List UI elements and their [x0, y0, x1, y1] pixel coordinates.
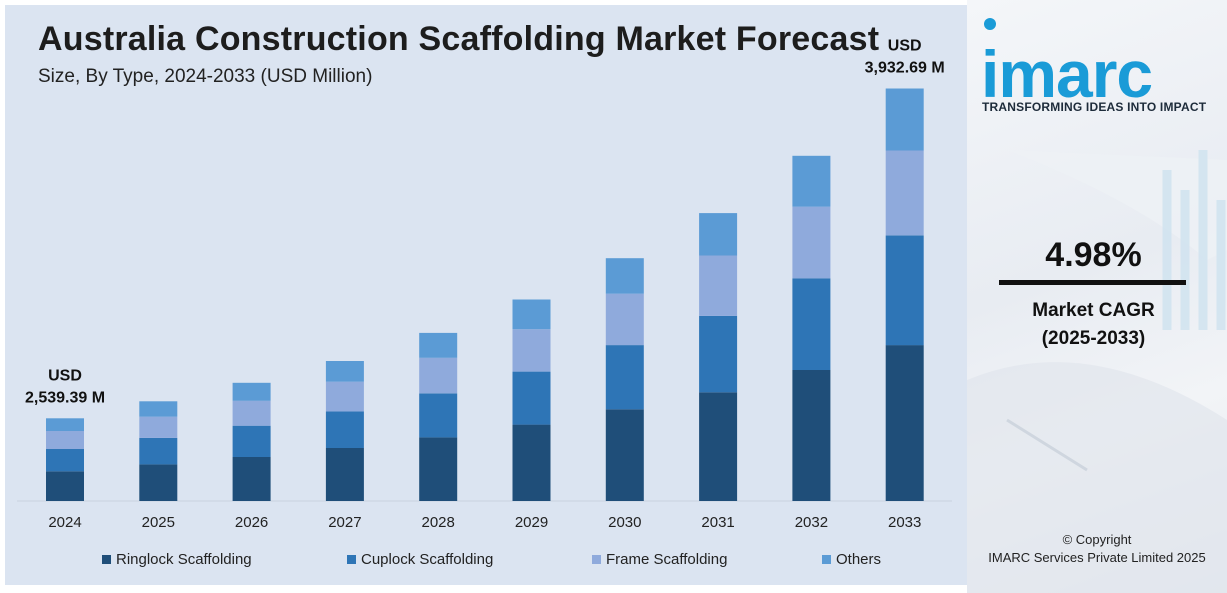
- legend-swatch: [822, 555, 831, 564]
- bar-segment-2033-others: [885, 88, 924, 151]
- stacked-bar-chart: 2024 2025 2026 2027 2028 2029 2030 2031 2032 2033…: [17, 38, 952, 531]
- legend-swatch: [347, 555, 356, 564]
- bar-segment-2028-others: [419, 332, 458, 358]
- bar-segment-2024-frame-scaffolding: [46, 431, 84, 449]
- legend-label: Ringlock Scaffolding: [116, 551, 252, 568]
- logo-dot: [984, 18, 996, 30]
- bar-segment-2024-ringlock-scaffolding: [46, 471, 84, 501]
- bar-segment-2029-frame-scaffolding: [512, 329, 551, 372]
- legend-label: Frame Scaffolding: [606, 551, 728, 568]
- bar-segment-2033-cuplock-scaffolding: [885, 235, 924, 346]
- bar-segment-2026-frame-scaffolding: [232, 400, 271, 426]
- bar-segment-2025-others: [139, 401, 178, 417]
- bar-segment-2026-ringlock-scaffolding: [232, 457, 271, 501]
- legend-swatch: [592, 555, 601, 564]
- bar-segment-2027-cuplock-scaffolding: [325, 411, 364, 448]
- annotations-group: USD 2,539.39 M USD 3,932.69 M: [25, 38, 945, 407]
- x-tick-label-2029: 2029: [515, 514, 548, 531]
- bar-segment-2032-cuplock-scaffolding: [792, 278, 831, 370]
- x-tick-label-2027: 2027: [328, 514, 361, 531]
- bar-segment-2024-others: [46, 418, 84, 431]
- bar-segment-2026-others: [232, 382, 271, 401]
- value-annotation-2024-line1: USD: [48, 367, 82, 384]
- bar-segment-2027-frame-scaffolding: [325, 381, 364, 412]
- legend-label: Cuplock Scaffolding: [361, 551, 494, 568]
- bar-segment-2029-others: [512, 299, 551, 330]
- bars-group: [46, 88, 924, 501]
- bar-segment-2029-ringlock-scaffolding: [512, 424, 551, 501]
- side-panel: [967, 0, 1227, 593]
- x-tick-label-2031: 2031: [701, 514, 734, 531]
- bar-segment-2029-cuplock-scaffolding: [512, 371, 551, 425]
- bar-segment-2025-frame-scaffolding: [139, 416, 178, 438]
- logo-tagline: TRANSFORMING IDEAS INTO IMPACT: [982, 100, 1207, 114]
- value-annotation-2033-line1: USD: [888, 38, 922, 55]
- bar-segment-2033-ringlock-scaffolding: [885, 345, 924, 501]
- copyright: © Copyright IMARC Services Private Limit…: [967, 531, 1227, 567]
- value-annotation-2024-line2: 2,539.39 M: [25, 389, 105, 406]
- x-tick-label-2033: 2033: [888, 514, 921, 531]
- bar-segment-2033-frame-scaffolding: [885, 150, 924, 236]
- bar-segment-2030-others: [605, 258, 644, 294]
- legend-item-cuplock-scaffolding: Cuplock Scaffolding: [347, 551, 493, 568]
- bar-segment-2031-frame-scaffolding: [699, 255, 738, 316]
- x-tick-label-2028: 2028: [422, 514, 455, 531]
- bar-segment-2032-others: [792, 155, 831, 207]
- bar-segment-2025-ringlock-scaffolding: [139, 464, 178, 501]
- chart-subtitle: Size, By Type, 2024-2033 (USD Million): [38, 66, 373, 87]
- bar-segment-2028-ringlock-scaffolding: [419, 437, 458, 501]
- x-tick-label-2032: 2032: [795, 514, 828, 531]
- x-tick-labels: 2024 2025 2026 2027 2028 2029 2030 2031 2032 2033: [48, 514, 921, 531]
- x-tick-label-2024: 2024: [48, 514, 81, 531]
- bar-segment-2028-frame-scaffolding: [419, 357, 458, 394]
- x-tick-label-2025: 2025: [142, 514, 175, 531]
- bar-segment-2024-cuplock-scaffolding: [46, 449, 84, 472]
- bar-segment-2027-ringlock-scaffolding: [325, 448, 364, 501]
- bar-segment-2028-cuplock-scaffolding: [419, 393, 458, 438]
- imarc-logo: imarc: [981, 37, 1153, 111]
- legend-item-frame-scaffolding: Frame Scaffolding: [592, 551, 727, 568]
- bar-segment-2031-cuplock-scaffolding: [699, 315, 738, 393]
- legend-item-others: Others: [822, 551, 881, 568]
- copyright-line-2: IMARC Services Private Limited 2025: [988, 550, 1206, 565]
- legend-item-ringlock-scaffolding: Ringlock Scaffolding: [102, 551, 252, 568]
- bar-segment-2030-ringlock-scaffolding: [605, 409, 644, 501]
- bar-segment-2027-others: [325, 361, 364, 382]
- bar-segment-2032-frame-scaffolding: [792, 206, 831, 279]
- cagr-period: (2025-2033): [1041, 328, 1146, 349]
- cagr-divider: [999, 280, 1186, 285]
- bar-segment-2030-frame-scaffolding: [605, 293, 644, 346]
- background-graphic: [967, 150, 1227, 593]
- bar-segment-2030-cuplock-scaffolding: [605, 345, 644, 410]
- value-annotation-2033-line2: 3,932.69 M: [865, 60, 945, 77]
- bar-segment-2031-ringlock-scaffolding: [699, 392, 738, 501]
- legend: Ringlock Scaffolding Cuplock Scaffolding F…: [0, 551, 967, 571]
- bar-segment-2031-others: [699, 213, 738, 256]
- copyright-line-1: © Copyright: [1062, 532, 1132, 547]
- legend-label: Others: [836, 551, 882, 568]
- x-tick-label-2026: 2026: [235, 514, 268, 531]
- bar-segment-2026-cuplock-scaffolding: [232, 425, 271, 457]
- chart-title: Australia Construction Scaffolding Marke…: [38, 20, 880, 58]
- x-tick-label-2030: 2030: [608, 514, 641, 531]
- bar-segment-2032-ringlock-scaffolding: [792, 370, 831, 501]
- bar-segment-2025-cuplock-scaffolding: [139, 437, 178, 465]
- legend-swatch: [102, 555, 111, 564]
- cagr-value: 4.98%: [1045, 236, 1142, 274]
- cagr-label: Market CAGR: [1032, 300, 1155, 321]
